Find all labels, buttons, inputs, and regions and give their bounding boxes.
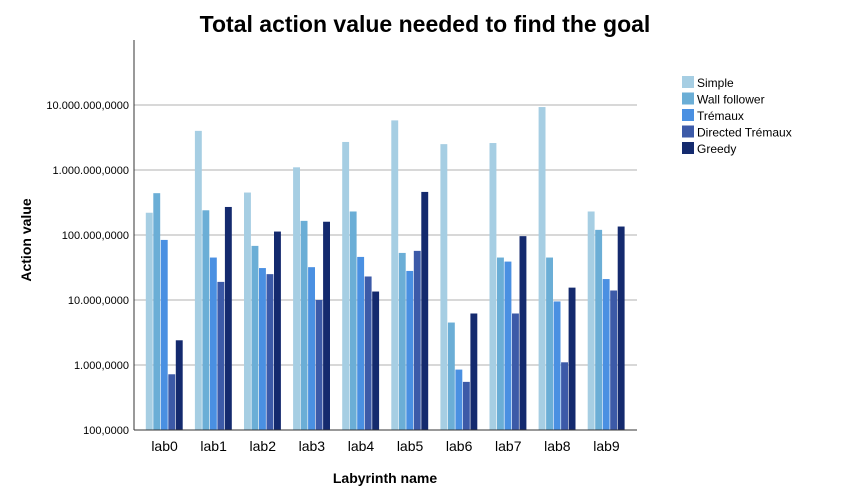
x-axis-title: Labyrinth name <box>333 470 437 486</box>
x-tick-labels: lab0 lab1 lab2 lab3 lab4 lab5 lab6 lab7 lab8 lab9 <box>151 438 620 454</box>
x-tick-label: lab7 <box>495 438 522 454</box>
legend-label: Simple <box>697 76 734 90</box>
bar-lab5-wall-follower <box>398 252 406 430</box>
y-tick-label: 1.000.000,0000 <box>53 165 129 177</box>
bar-lab8-simple <box>538 107 546 430</box>
bar-lab6-wall-follower <box>447 322 455 430</box>
y-tick-label: 100.000,0000 <box>62 230 129 242</box>
bar-lab4-tr-maux <box>357 256 365 430</box>
x-tick-label: lab8 <box>544 438 571 454</box>
y-tick-label: 10.000.000,0000 <box>46 100 129 112</box>
bar-lab2-greedy <box>274 231 281 430</box>
bar-lab7-wall-follower <box>497 257 504 430</box>
bar-lab8-wall-follower <box>546 257 553 430</box>
bar-lab1-directed-tr-maux <box>217 281 225 430</box>
bar-lab7-simple <box>489 143 497 430</box>
legend-swatch <box>682 76 694 88</box>
y-axis-title: Action value <box>18 198 34 281</box>
bar-lab1-wall-follower <box>202 210 210 430</box>
legend-label: Wall follower <box>697 93 765 107</box>
bar-lab6-simple <box>440 144 448 430</box>
bar-lab2-simple <box>244 192 251 430</box>
bar-lab8-tr-maux <box>553 301 561 430</box>
bar-lab6-directed-tr-maux <box>462 381 470 430</box>
bar-lab7-directed-tr-maux <box>512 313 519 430</box>
bar-lab4-simple <box>342 141 350 430</box>
bar-lab7-greedy <box>519 236 527 430</box>
bar-lab8-greedy <box>568 287 576 430</box>
bar-lab5-directed-tr-maux <box>413 250 421 430</box>
bar-lab0-wall-follower <box>153 193 161 430</box>
legend-label: Directed Trémaux <box>697 126 792 140</box>
legend-swatch <box>682 92 694 105</box>
bar-lab9-directed-tr-maux <box>610 290 618 430</box>
x-tick-label: lab9 <box>593 438 620 454</box>
bar-lab1-simple <box>194 130 202 431</box>
x-tick-label: lab4 <box>348 438 375 454</box>
bar-lab7-tr-maux <box>504 261 512 430</box>
legend-label: Greedy <box>697 142 736 156</box>
x-tick-label: lab1 <box>200 438 227 454</box>
bar-lab3-directed-tr-maux <box>315 300 323 430</box>
bar-lab1-greedy <box>224 206 232 430</box>
bar-lab9-tr-maux <box>602 279 610 430</box>
bar-lab9-simple <box>587 211 595 430</box>
bar-lab8-directed-tr-maux <box>561 362 568 430</box>
bar-lab4-wall-follower <box>349 211 357 430</box>
legend: Simple Wall follower Trémaux Directed Tréma… <box>682 76 792 156</box>
bars <box>145 107 625 431</box>
y-tick-labels: 100,0000 1.000,0000 10.000,0000 100.000,000… <box>46 100 129 437</box>
chart-title: Total action value needed to find the go… <box>200 11 651 37</box>
bar-lab2-directed-tr-maux <box>266 274 274 430</box>
legend-swatch <box>682 142 694 154</box>
x-tick-label: lab3 <box>299 438 326 454</box>
y-tick-label: 10.000,0000 <box>68 295 129 307</box>
axes <box>133 40 637 431</box>
bar-lab4-greedy <box>372 291 380 430</box>
bar-lab9-greedy <box>617 226 625 430</box>
legend-swatch <box>682 109 694 121</box>
bar-lab1-tr-maux <box>209 257 217 430</box>
bar-lab0-directed-tr-maux <box>168 374 176 430</box>
y-tick-label: 1.000,0000 <box>74 360 129 372</box>
bar-lab0-simple <box>145 212 153 430</box>
bar-lab5-greedy <box>421 191 429 430</box>
bar-lab9-wall-follower <box>595 229 603 430</box>
bar-lab5-tr-maux <box>406 270 414 430</box>
bar-lab3-tr-maux <box>308 267 315 430</box>
x-tick-label: lab0 <box>151 438 178 454</box>
legend-label: Trémaux <box>697 109 744 123</box>
x-tick-label: lab5 <box>397 438 424 454</box>
bar-lab3-simple <box>293 167 300 430</box>
bar-lab2-wall-follower <box>251 245 259 430</box>
x-tick-label: lab2 <box>250 438 277 454</box>
x-tick-label: lab6 <box>446 438 473 454</box>
bar-lab3-wall-follower <box>300 220 308 430</box>
bar-lab4-directed-tr-maux <box>364 276 372 430</box>
bar-lab6-greedy <box>470 313 478 430</box>
bar-lab0-tr-maux <box>160 239 168 430</box>
bar-lab6-tr-maux <box>455 369 463 430</box>
legend-swatch <box>682 125 694 138</box>
bar-lab5-simple <box>391 120 399 430</box>
bar-lab0-greedy <box>175 340 183 430</box>
y-tick-label: 100,0000 <box>83 425 129 437</box>
bar-lab3-greedy <box>323 221 330 430</box>
bar-lab2-tr-maux <box>259 268 266 430</box>
